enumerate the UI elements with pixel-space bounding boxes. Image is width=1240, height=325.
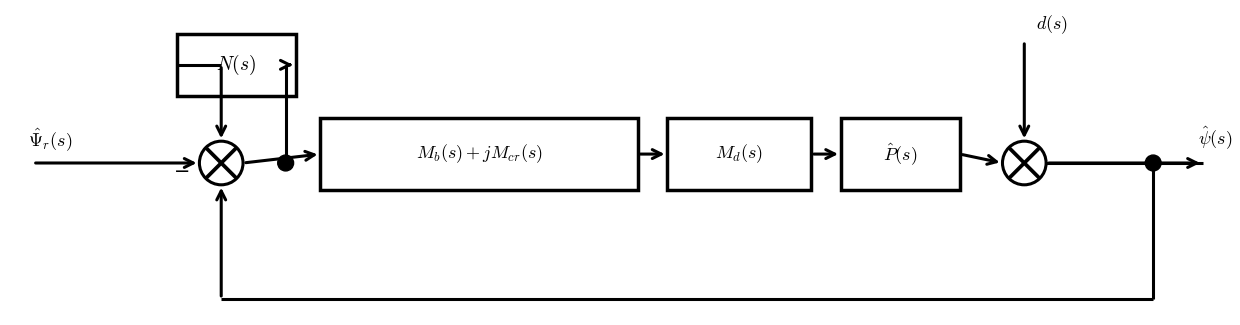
Text: $\hat{\Psi}_r(s)$: $\hat{\Psi}_r(s)$ [27,126,72,153]
Text: $\hat{\psi}(s)$: $\hat{\psi}(s)$ [1198,124,1233,151]
Circle shape [1146,155,1161,171]
Text: $M_d(s)$: $M_d(s)$ [715,143,764,165]
Text: $M_b(s)+jM_{cr}(s)$: $M_b(s)+jM_{cr}(s)$ [415,143,542,165]
FancyBboxPatch shape [841,118,960,190]
FancyBboxPatch shape [667,118,811,190]
FancyBboxPatch shape [320,118,637,190]
Text: $d(s)$: $d(s)$ [1037,13,1069,36]
Text: $\hat{P}(s)$: $\hat{P}(s)$ [883,141,918,167]
FancyBboxPatch shape [176,34,295,96]
Text: $-$: $-$ [174,160,190,179]
Text: $N(s)$: $N(s)$ [216,53,257,77]
Circle shape [278,155,294,171]
